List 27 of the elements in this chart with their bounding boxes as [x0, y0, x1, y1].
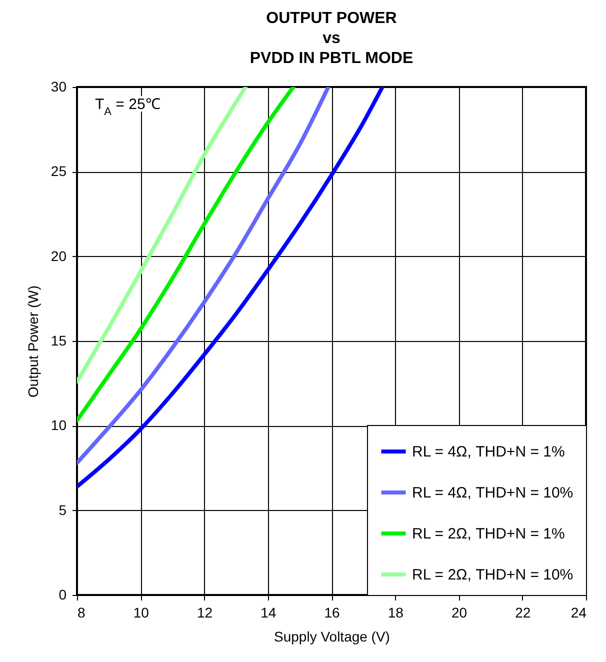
- x-axis-title: Supply Voltage (V): [274, 628, 390, 644]
- line-series: [77, 87, 296, 423]
- x-tick-label: 16: [324, 604, 340, 620]
- x-tick-label: 8: [78, 604, 86, 620]
- x-tick-label: 24: [570, 604, 587, 620]
- y-tick-label: 15: [50, 332, 67, 348]
- x-tick-label: 18: [388, 604, 404, 620]
- y-tick-label: 5: [58, 502, 67, 518]
- y-tick-label: 0: [58, 586, 67, 602]
- line-series: [77, 87, 384, 489]
- legend-label: RL = 4Ω, THD+N = 10%: [412, 484, 574, 502]
- x-tick-label: 22: [515, 604, 531, 620]
- x-tick-label: 10: [133, 604, 150, 620]
- y-tick-label: 10: [50, 417, 67, 434]
- legend-label: RL = 2Ω, THD+N = 1%: [412, 526, 565, 542]
- x-tick-label: 20: [451, 604, 468, 620]
- y-tick-label: 30: [50, 78, 67, 94]
- legend-label: RL = 2Ω, THD+N = 10%: [412, 566, 574, 584]
- y-tick-label: 20: [50, 248, 67, 264]
- legend-label: RL = 4Ω, THD+N = 1%: [412, 444, 565, 460]
- x-tick-label: 14: [260, 604, 276, 620]
- x-tick-label: 12: [196, 604, 213, 620]
- y-tick-label: 25: [50, 163, 67, 180]
- line-series: [77, 87, 330, 465]
- chart-title: OUTPUT POWER vs PVDD IN PBTL MODE: [250, 10, 414, 67]
- y-axis-title: Output Power (W): [24, 285, 41, 398]
- line-series: [77, 87, 248, 384]
